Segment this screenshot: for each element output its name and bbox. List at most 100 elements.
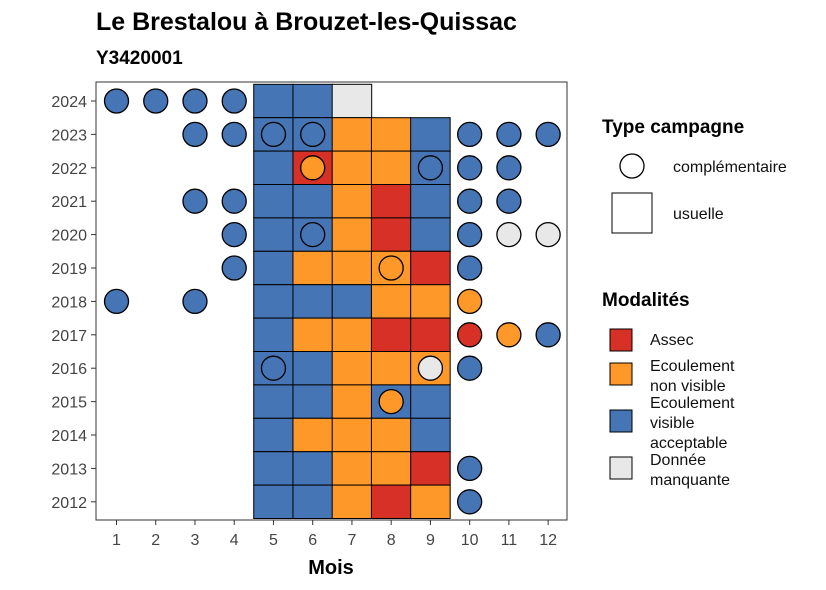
cell-2024-7	[331, 83, 373, 119]
cell-2021-8	[370, 184, 412, 219]
cell-2015-7	[331, 384, 373, 419]
cell-2015-6	[292, 384, 333, 419]
cell-2014-9	[410, 417, 451, 453]
point-2018-3	[182, 288, 208, 315]
legend-label-V-line-1: Ecoulement	[650, 395, 735, 412]
x-tick-label-5: 5	[269, 532, 278, 549]
chart-subtitle: Y3420001	[96, 48, 183, 69]
y-tick-label-2023: 2023	[51, 127, 87, 144]
y-axis: 2012 2013 2014 2015 2016 2017 2018 2019 2020 2021…	[51, 94, 96, 512]
cell-2017-9	[410, 317, 451, 353]
y-tick-label-2019: 2019	[51, 261, 87, 278]
cell-2019-7	[331, 250, 373, 286]
point-2024-3	[182, 88, 208, 114]
point-2017-12	[535, 322, 561, 348]
cell-2024-6	[292, 83, 333, 119]
legend-key-complementaire	[619, 153, 645, 179]
cell-2022-8	[370, 150, 412, 186]
point-2024-1	[103, 88, 130, 114]
cell-2012-7	[331, 484, 373, 520]
x-tick-label-9: 9	[426, 532, 435, 549]
cell-2020-7	[331, 217, 373, 252]
point-2021-4	[221, 188, 247, 214]
cell-2024-5	[253, 83, 294, 119]
cell-2013-9	[410, 451, 451, 486]
x-tick-label-11: 11	[501, 532, 518, 549]
point-2016-5	[260, 355, 287, 381]
point-2024-4	[221, 88, 247, 114]
cell-2022-7	[331, 150, 373, 186]
point-2018-10	[457, 288, 483, 315]
point-2023-11	[496, 121, 522, 148]
cell-2020-9	[410, 217, 451, 252]
cell-2015-5	[253, 384, 294, 419]
y-tick-label-2020: 2020	[51, 228, 87, 245]
point-2020-10	[457, 221, 483, 248]
point-2013-10	[457, 455, 483, 482]
legend-key-O	[609, 362, 633, 386]
cell-2023-9	[410, 117, 451, 152]
cell-2013-6	[292, 451, 333, 486]
cell-2018-5	[253, 284, 294, 319]
cell-2014-5	[253, 417, 294, 453]
point-2021-3	[182, 188, 208, 214]
cell-2018-6	[292, 284, 333, 319]
point-2021-10	[457, 188, 483, 214]
cell-2019-5	[253, 250, 294, 286]
cell-2023-8	[370, 117, 412, 152]
point-2020-4	[221, 221, 247, 248]
x-tick-label-1: 1	[112, 532, 121, 549]
point-2020-11	[496, 221, 522, 248]
legend-key-usuelle	[611, 192, 653, 234]
point-2024-2	[143, 88, 169, 114]
point-2018-1	[103, 288, 130, 315]
cells-layer	[253, 83, 451, 520]
legend-label-O-line-1: Ecoulement	[650, 358, 735, 375]
point-2022-11	[496, 155, 522, 181]
point-2022-9	[417, 155, 444, 181]
x-tick-label-8: 8	[387, 532, 396, 549]
cell-2017-6	[292, 317, 333, 353]
y-tick-label-2015: 2015	[51, 395, 87, 412]
cell-2016-7	[331, 351, 373, 386]
point-2022-6	[300, 155, 326, 181]
point-2022-10	[457, 155, 483, 181]
point-2019-8	[378, 255, 404, 281]
y-tick-label-2024: 2024	[51, 94, 87, 111]
cell-2018-9	[410, 284, 451, 319]
legend-type-campagne: Type campagne complémentaire usuelle	[602, 117, 787, 234]
cell-2021-5	[253, 184, 294, 219]
y-tick-label-2014: 2014	[51, 428, 87, 445]
y-tick-label-2016: 2016	[51, 361, 87, 378]
x-tick-label-4: 4	[230, 532, 239, 549]
point-2015-8	[378, 388, 404, 415]
cell-2018-7	[331, 284, 373, 319]
cell-2020-8	[370, 217, 412, 252]
y-tick-label-2012: 2012	[51, 495, 87, 512]
cell-2023-7	[331, 117, 373, 152]
point-2019-4	[221, 255, 247, 281]
point-2016-9	[417, 355, 444, 381]
legend-key-V	[609, 409, 633, 433]
cell-2021-7	[331, 184, 373, 219]
cell-2014-7	[331, 417, 373, 453]
x-tick-label-12: 12	[539, 532, 557, 549]
legend-label-M-line-2: manquante	[650, 472, 730, 489]
y-tick-label-2018: 2018	[51, 294, 87, 311]
cell-2016-6	[292, 351, 333, 386]
x-axis: 1 2 3 4 5 6 7 8 9 10 11 12	[112, 520, 557, 549]
point-2019-10	[457, 255, 483, 281]
point-2023-12	[535, 121, 561, 148]
point-2023-3	[182, 121, 208, 148]
point-2017-10	[457, 322, 483, 348]
legend-label-M-line-1: Donnée	[650, 452, 706, 469]
cell-2017-5	[253, 317, 294, 353]
cell-2013-5	[253, 451, 294, 486]
legend-label-complementaire: complémentaire	[673, 159, 787, 176]
cell-2012-5	[253, 484, 294, 520]
cell-2012-9	[410, 484, 451, 520]
cell-2017-7	[331, 317, 373, 353]
legend-key-M	[609, 456, 633, 480]
cell-2014-8	[370, 417, 412, 453]
